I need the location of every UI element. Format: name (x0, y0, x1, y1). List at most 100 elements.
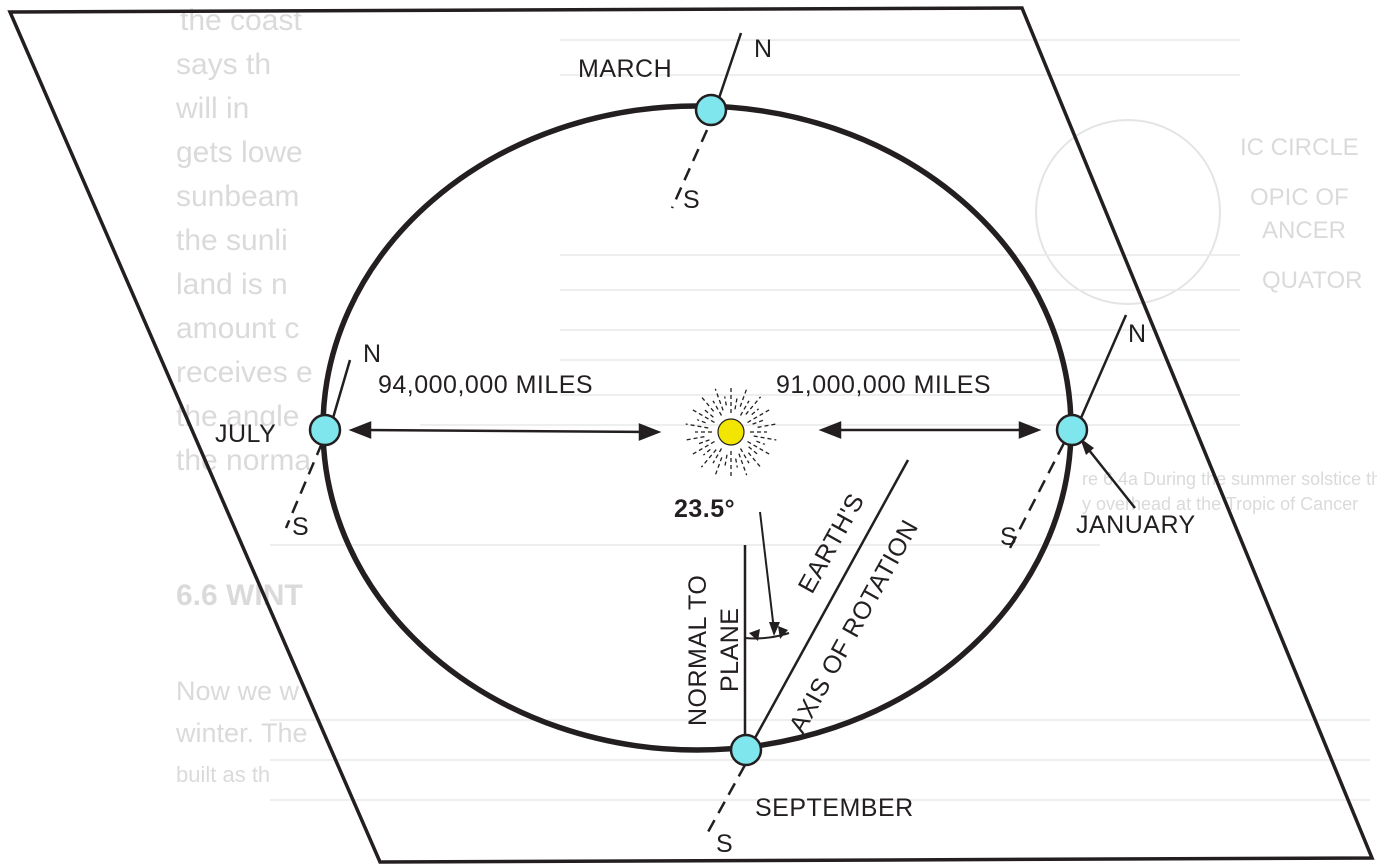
sun-ray (696, 419, 706, 424)
sun-ray (724, 396, 727, 406)
tilt-angle-arc (744, 632, 790, 640)
ghost-word-6: the sunli (176, 224, 288, 257)
january-axis-north (1079, 314, 1128, 419)
january-label: JANUARY (1076, 511, 1196, 539)
sun-ray (712, 400, 723, 416)
ghost-line-3: ANCER (1262, 217, 1346, 244)
axis-label-line-1: EARTH'S (793, 489, 870, 598)
july-axis-north (331, 359, 352, 419)
sun-ray (714, 457, 723, 476)
sun-ray (752, 419, 766, 425)
sun-ray (756, 440, 766, 445)
sun-ray (724, 454, 728, 468)
sun-icon (685, 386, 777, 478)
ghost-line-1: IC CIRCLE (1240, 134, 1359, 161)
axis-label-line-2: AXIS OF ROTATION (784, 515, 924, 738)
ghost-globe (1035, 119, 1221, 305)
ghost-word-3: will in (175, 92, 249, 125)
sun-ray (734, 396, 738, 410)
ghost-word-8: amount c (176, 312, 299, 345)
ghost-line-2: OPIC OF (1250, 184, 1349, 211)
sun-ray (690, 440, 715, 456)
march-axis-north (715, 32, 743, 105)
sun-ray (696, 439, 710, 445)
march-south-label: S (683, 186, 700, 214)
ghost-word-1: the coast (180, 4, 302, 37)
ghost-para-3: built as th (176, 762, 270, 787)
sun-ray (700, 396, 715, 412)
earth-march-icon (694, 93, 728, 127)
july-label: JULY (215, 420, 276, 448)
ghost-word-7: land is n (176, 268, 288, 301)
sun-ray (738, 453, 748, 476)
ghost-word-2: says th (176, 48, 271, 81)
angle-arrowhead-icon (778, 626, 788, 639)
march-axis-south (670, 129, 709, 209)
sun-ray (714, 388, 724, 411)
sun-ray (735, 458, 738, 468)
arrowhead-left-icon (818, 421, 842, 439)
ghost-word-4: gets lowe (176, 136, 303, 169)
ghost-word-10: the angle (176, 400, 299, 433)
bleed-through-layer: IC CIRCLE OPIC OF ANCER QUATOR re 6.4a D… (175, 4, 1377, 801)
sun-ray (747, 440, 772, 456)
sun-ray (748, 446, 760, 456)
sun-ray (753, 435, 777, 441)
perihelion-distance-label: 91,000,000 MILES (776, 371, 991, 399)
july-north-label: N (363, 340, 382, 368)
sun-ray (739, 448, 750, 464)
march-north-label: N (754, 35, 773, 63)
ghost-word-9: receives e (176, 356, 313, 389)
september-south-label: S (716, 830, 733, 858)
september-axis-south (706, 764, 747, 833)
aphelion-distance-label: 94,000,000 MILES (378, 371, 593, 399)
sun-ray (700, 449, 717, 468)
arrowhead-right-icon (638, 423, 662, 441)
march-label: MARCH (578, 55, 672, 83)
earths-axis-line (753, 459, 910, 739)
july-axis-south (284, 442, 324, 529)
sun-ray (739, 388, 748, 407)
earth-january-icon (1055, 413, 1089, 447)
earth-september-icon (729, 733, 763, 767)
arrowhead-right-icon (1018, 421, 1042, 439)
sun-ray (739, 400, 750, 416)
sun-ray (757, 423, 777, 428)
sun-ray (702, 408, 714, 418)
normal-label-line-2: PLANE (716, 608, 744, 692)
arrowhead-left-icon (348, 421, 372, 439)
sun-ray (747, 452, 762, 468)
ghost-caption-2: y overhead at the Tropic of Cancer (1082, 494, 1358, 514)
ghost-para-1: Now we w (176, 676, 300, 706)
sun-ray (685, 423, 709, 429)
leader-arrowhead-icon (769, 622, 780, 636)
september-label: SEPTEMBER (755, 794, 914, 822)
sun-ray (702, 448, 711, 456)
ghost-heading: 6.6 WINT (176, 579, 303, 612)
ghost-caption: re 6.4a During the summer solstice the s… (1082, 469, 1377, 489)
angle-arrowhead-icon (749, 629, 760, 641)
january-axis-south (1008, 442, 1066, 549)
orbital-plane (7, 6, 1375, 864)
sun-ray (745, 396, 762, 415)
sun-ray (690, 408, 715, 424)
sun-ray (751, 408, 760, 416)
ghost-line-4: QUATOR (1262, 267, 1362, 294)
january-north-label: N (1128, 320, 1147, 348)
tilt-angle-leader (759, 511, 775, 631)
aphelion-distance-arrow (361, 428, 649, 434)
january-south-label: S (1000, 523, 1017, 551)
sun-ray (747, 408, 772, 424)
january-pointer-arrowhead-icon (1080, 438, 1094, 455)
ghost-word-5: sunbeam (176, 180, 299, 213)
ghost-para-2: winter. The (175, 718, 308, 748)
earth-july-icon (308, 413, 342, 447)
sun-ray (712, 448, 723, 464)
tilt-angle-label: 23.5° (674, 495, 735, 523)
january-pointer (1084, 444, 1136, 509)
normal-label-line-1: NORMAL TO (684, 575, 712, 726)
july-south-label: S (292, 513, 309, 541)
sun-ray (685, 436, 705, 441)
